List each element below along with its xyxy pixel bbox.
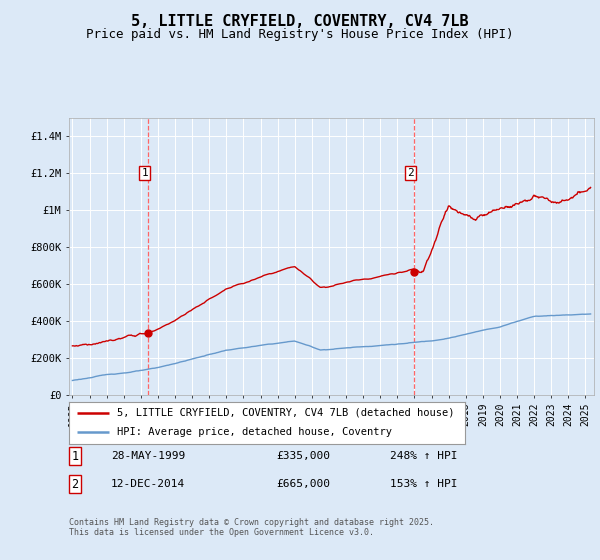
Text: 28-MAY-1999: 28-MAY-1999 <box>111 451 185 461</box>
Text: 248% ↑ HPI: 248% ↑ HPI <box>390 451 458 461</box>
Text: 2: 2 <box>71 478 79 491</box>
Text: 5, LITTLE CRYFIELD, COVENTRY, CV4 7LB: 5, LITTLE CRYFIELD, COVENTRY, CV4 7LB <box>131 14 469 29</box>
Text: 12-DEC-2014: 12-DEC-2014 <box>111 479 185 489</box>
Text: 1: 1 <box>71 450 79 463</box>
Text: 2: 2 <box>407 168 413 178</box>
Text: 1: 1 <box>141 168 148 178</box>
Text: 153% ↑ HPI: 153% ↑ HPI <box>390 479 458 489</box>
Text: £665,000: £665,000 <box>276 479 330 489</box>
Text: 5, LITTLE CRYFIELD, COVENTRY, CV4 7LB (detached house): 5, LITTLE CRYFIELD, COVENTRY, CV4 7LB (d… <box>116 408 454 418</box>
Text: £335,000: £335,000 <box>276 451 330 461</box>
Text: Price paid vs. HM Land Registry's House Price Index (HPI): Price paid vs. HM Land Registry's House … <box>86 28 514 41</box>
Text: Contains HM Land Registry data © Crown copyright and database right 2025.
This d: Contains HM Land Registry data © Crown c… <box>69 518 434 538</box>
Text: HPI: Average price, detached house, Coventry: HPI: Average price, detached house, Cove… <box>116 427 392 437</box>
